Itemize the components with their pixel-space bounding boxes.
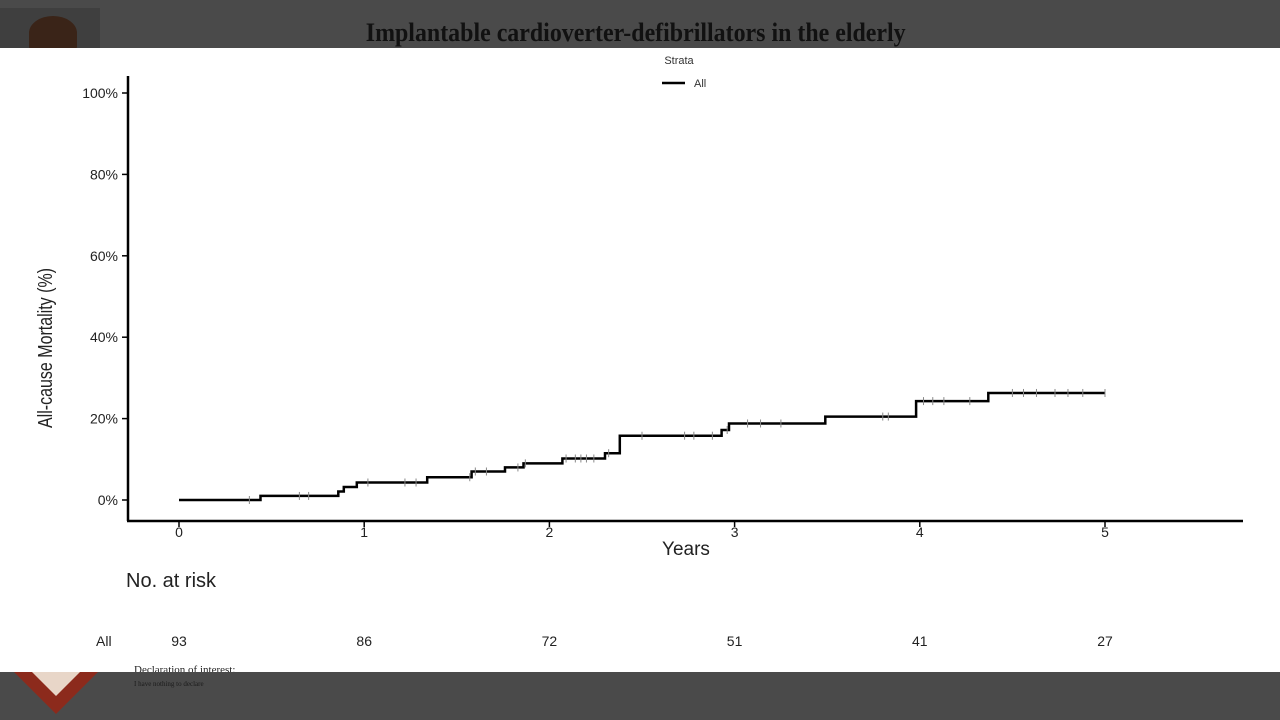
y-tick-label: 100% xyxy=(82,85,118,101)
y-tick-label: 20% xyxy=(90,411,118,427)
risk-table-row-label: All xyxy=(96,633,112,649)
risk-table-value: 41 xyxy=(912,633,928,649)
legend-title: Strata xyxy=(664,55,694,67)
y-tick-group: 0% 20% 40% 60% 80% 100% xyxy=(82,85,128,508)
y-tick-label: 0% xyxy=(98,492,118,508)
series-group xyxy=(179,391,1105,502)
legend: Strata All xyxy=(662,55,706,90)
risk-table-value: 93 xyxy=(171,633,187,649)
x-tick-label: 1 xyxy=(360,524,368,540)
x-tick-label: 2 xyxy=(546,524,554,540)
x-tick-label: 0 xyxy=(175,524,183,540)
risk-table-value: 86 xyxy=(356,633,372,649)
y-tick-label: 40% xyxy=(90,329,118,345)
chart-panel: 0% 20% 40% 60% 80% 100% 0 1 2 3 4 5 All-cause Mort… xyxy=(0,48,1280,672)
declaration-text: I have nothing to declare xyxy=(134,680,204,688)
censor-mark-group xyxy=(248,388,1106,504)
x-tick-label: 4 xyxy=(916,524,924,540)
km-chart: 0% 20% 40% 60% 80% 100% 0 1 2 3 4 5 All-cause Mort… xyxy=(34,55,1243,649)
presenter-thumbnail xyxy=(0,8,100,48)
x-axis-label: Years xyxy=(662,539,710,560)
legend-label-all: All xyxy=(694,78,706,90)
x-tick-label: 5 xyxy=(1101,524,1109,540)
x-tick-group: 0 1 2 3 4 5 xyxy=(175,521,1109,540)
society-logo-inner xyxy=(32,672,80,696)
risk-table-title: No. at risk xyxy=(126,570,217,592)
series-line-all xyxy=(179,391,1105,502)
y-axis-label: All-cause Mortality (%) xyxy=(34,268,56,428)
risk-table-value: 51 xyxy=(727,633,743,649)
y-tick-label: 60% xyxy=(90,248,118,264)
axes xyxy=(126,76,1243,523)
slide-title: Implantable cardioverter-defibrillators … xyxy=(365,18,906,47)
x-tick-label: 3 xyxy=(731,524,739,540)
risk-table-value: 72 xyxy=(542,633,558,649)
risk-table-values: 93 86 72 51 41 27 xyxy=(171,633,1113,649)
declaration-heading: Declaration of interest: xyxy=(134,664,236,672)
risk-table-value: 27 xyxy=(1097,633,1113,649)
y-tick-label: 80% xyxy=(90,166,118,182)
presenter-hair xyxy=(29,16,77,48)
